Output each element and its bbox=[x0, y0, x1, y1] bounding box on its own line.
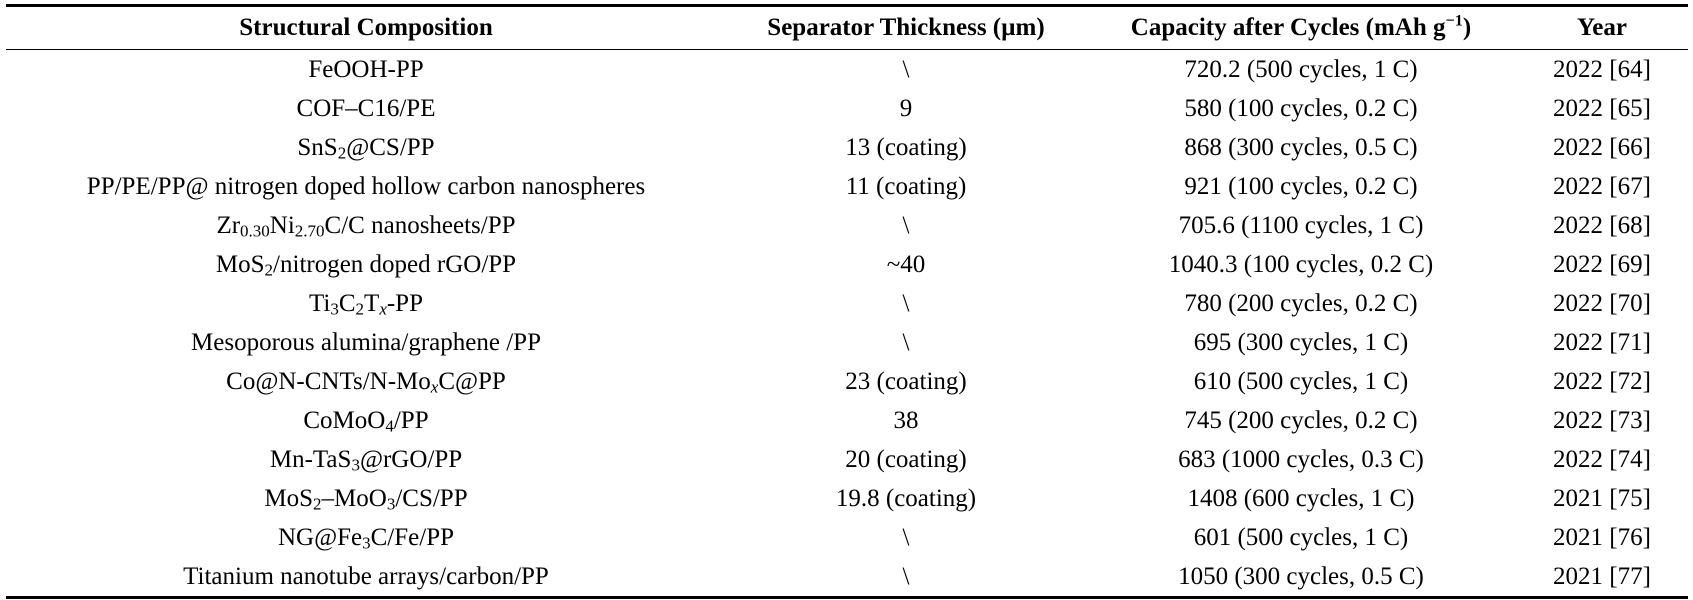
table-row: Zr0.30Ni2.70C/C nanosheets/PP \ 705.6 (110… bbox=[6, 206, 1688, 245]
table-row: Co@N-CNTs/N-MoxC@PP 23 (coating) 610 (500 … bbox=[6, 362, 1688, 401]
capacity-cell: 720.2 (500 cycles, 1 C) bbox=[1184, 55, 1418, 83]
year-cell: 2022 [64] bbox=[1553, 55, 1651, 83]
thickness-cell: 9 bbox=[899, 94, 913, 122]
composition-cell: Titanium nanotube arrays/carbon/PP bbox=[6, 557, 726, 599]
thickness-cell: \ bbox=[902, 211, 910, 239]
capacity-cell: 921 (100 cycles, 0.2 C) bbox=[1184, 172, 1418, 200]
thickness-cell: \ bbox=[726, 557, 1086, 599]
year-cell: 2022 [74] bbox=[1553, 445, 1651, 473]
composition-cell: Mn-TaS3@rGO/PP bbox=[269, 445, 463, 475]
composition-cell: Co@N-CNTs/N-MoxC@PP bbox=[226, 367, 506, 397]
year-cell: 2021 [77] bbox=[1516, 557, 1688, 599]
capacity-cell: 683 (1000 cycles, 0.3 C) bbox=[1178, 445, 1424, 473]
year-cell: 2022 [70] bbox=[1553, 289, 1651, 317]
composition-cell: FeOOH-PP bbox=[308, 55, 424, 83]
year-cell: 2022 [68] bbox=[1553, 211, 1651, 239]
table-row: CoMoO4/PP 38 745 (200 cycles, 0.2 C) 2022 [… bbox=[6, 401, 1688, 440]
composition-cell: SnS2@CS/PP bbox=[297, 133, 435, 163]
capacity-cell: 780 (200 cycles, 0.2 C) bbox=[1184, 289, 1418, 317]
capacity-cell: 745 (200 cycles, 0.2 C) bbox=[1184, 406, 1418, 434]
table-row: MoS2/nitrogen doped rGO/PP ~40 1040.3 (100… bbox=[6, 245, 1688, 284]
header-structural-composition: Structural Composition bbox=[6, 4, 726, 50]
thickness-cell: 13 (coating) bbox=[845, 133, 967, 161]
table-row: PP/PE/PP@ nitrogen doped hollow carbon n… bbox=[6, 167, 1688, 206]
capacity-cell: 705.6 (1100 cycles, 1 C) bbox=[1178, 211, 1424, 239]
composition-cell: NG@Fe3C/Fe/PP bbox=[277, 523, 454, 553]
table-row: NG@Fe3C/Fe/PP \ 601 (500 cycles, 1 C) 2021 … bbox=[6, 518, 1688, 557]
thickness-cell: \ bbox=[902, 328, 910, 356]
composition-cell: Mesoporous alumina/graphene /PP bbox=[191, 328, 541, 356]
year-cell: 2021 [75] bbox=[1553, 484, 1651, 512]
header-capacity-after-cycles: Capacity after Cycles (mAh g−1) bbox=[1086, 4, 1516, 50]
table-row: SnS2@CS/PP 13 (coating) 868 (300 cycles, 0… bbox=[6, 128, 1688, 167]
capacity-cell: 610 (500 cycles, 1 C) bbox=[1193, 367, 1409, 395]
table-header: Structural Composition Separator Thickne… bbox=[6, 4, 1688, 50]
thickness-cell: 11 (coating) bbox=[845, 172, 967, 200]
table-row: Mesoporous alumina/graphene /PP \ 695 (300… bbox=[6, 323, 1688, 362]
year-cell: 2022 [72] bbox=[1553, 367, 1651, 395]
capacity-cell: 580 (100 cycles, 0.2 C) bbox=[1184, 94, 1418, 122]
table-body: FeOOH-PP \ 720.2 (500 cycles, 1 C) 2022 [64… bbox=[6, 50, 1688, 599]
composition-cell: Zr0.30Ni2.70C/C nanosheets/PP bbox=[216, 211, 516, 241]
capacity-cell: 1050 (300 cycles, 0.5 C) bbox=[1086, 557, 1516, 599]
year-cell: 2022 [65] bbox=[1553, 94, 1651, 122]
data-table: Structural Composition Separator Thickne… bbox=[6, 4, 1688, 599]
year-cell: 2022 [73] bbox=[1553, 406, 1651, 434]
composition-cell: COF–C16/PE bbox=[296, 94, 436, 122]
thickness-cell: 38 bbox=[893, 406, 919, 434]
year-cell: 2022 [67] bbox=[1553, 172, 1651, 200]
composition-cell: MoS2–MoO3/CS/PP bbox=[264, 484, 468, 514]
thickness-cell: ~40 bbox=[886, 250, 926, 278]
thickness-cell: 20 (coating) bbox=[845, 445, 967, 473]
year-cell: 2022 [69] bbox=[1553, 250, 1651, 278]
table-row: Titanium nanotube arrays/carbon/PP \ 1050 … bbox=[6, 557, 1688, 599]
thickness-cell: 23 (coating) bbox=[845, 367, 967, 395]
capacity-cell: 1408 (600 cycles, 1 C) bbox=[1187, 484, 1415, 512]
thickness-cell: \ bbox=[902, 523, 910, 551]
table-row: Ti3C2Tx-PP \ 780 (200 cycles, 0.2 C) 2022 [… bbox=[6, 284, 1688, 323]
table-row: MoS2–MoO3/CS/PP 19.8 (coating) 1408 (600 c… bbox=[6, 479, 1688, 518]
thickness-cell: 19.8 (coating) bbox=[835, 484, 977, 512]
year-cell: 2022 [71] bbox=[1553, 328, 1651, 356]
composition-cell: PP/PE/PP@ nitrogen doped hollow carbon n… bbox=[86, 172, 646, 200]
header-row: Structural Composition Separator Thickne… bbox=[6, 4, 1688, 50]
thickness-cell: \ bbox=[902, 55, 910, 83]
year-cell: 2022 [66] bbox=[1553, 133, 1651, 161]
composition-cell: MoS2/nitrogen doped rGO/PP bbox=[215, 250, 517, 280]
header-separator-thickness: Separator Thickness (µm) bbox=[726, 4, 1086, 50]
table-row: Mn-TaS3@rGO/PP 20 (coating) 683 (1000 cycl… bbox=[6, 440, 1688, 479]
capacity-cell: 695 (300 cycles, 1 C) bbox=[1193, 328, 1409, 356]
header-year: Year bbox=[1516, 4, 1688, 50]
year-cell: 2021 [76] bbox=[1553, 523, 1651, 551]
composition-cell: CoMoO4/PP bbox=[303, 406, 429, 436]
table-row: FeOOH-PP \ 720.2 (500 cycles, 1 C) 2022 [64… bbox=[6, 50, 1688, 90]
composition-cell: Ti3C2Tx-PP bbox=[309, 289, 423, 319]
capacity-cell: 868 (300 cycles, 0.5 C) bbox=[1184, 133, 1418, 161]
capacity-cell: 601 (500 cycles, 1 C) bbox=[1193, 523, 1409, 551]
thickness-cell: \ bbox=[902, 289, 910, 317]
table-row: COF–C16/PE 9 580 (100 cycles, 0.2 C) 2022 [… bbox=[6, 89, 1688, 128]
capacity-cell: 1040.3 (100 cycles, 0.2 C) bbox=[1168, 250, 1434, 278]
